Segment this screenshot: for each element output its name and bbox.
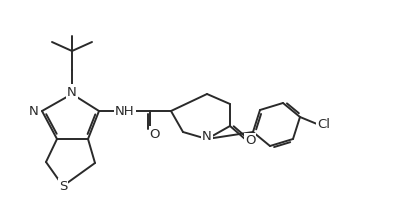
Text: O: O [150, 128, 160, 141]
Text: N: N [67, 86, 77, 98]
Text: O: O [245, 135, 255, 147]
Text: N: N [28, 104, 38, 117]
Text: S: S [59, 180, 67, 193]
Text: N: N [202, 129, 212, 143]
Text: NH: NH [115, 104, 135, 117]
Text: Cl: Cl [317, 117, 330, 131]
